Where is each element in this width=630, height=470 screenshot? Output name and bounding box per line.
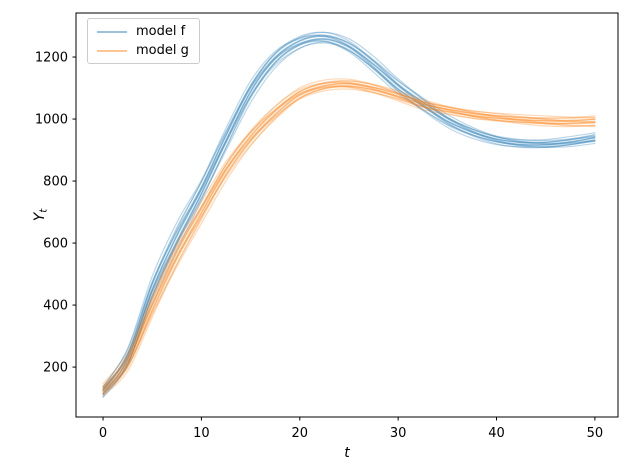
trajectory-line <box>102 82 596 392</box>
trajectory-line <box>102 88 596 397</box>
x-tick-label: 0 <box>99 426 107 441</box>
trajectory-line <box>102 39 596 395</box>
trajectory-line <box>102 83 596 391</box>
trajectory-line <box>102 85 596 395</box>
y-tick-label: 600 <box>43 236 68 251</box>
legend-line-model-g-icon <box>97 49 127 52</box>
trajectory-line <box>102 35 596 391</box>
legend-label-model-f: model f <box>136 24 186 39</box>
legend-line-model-f-icon <box>97 30 127 33</box>
trajectory-line <box>102 85 596 395</box>
y-axis-label: Yt <box>32 208 50 222</box>
trajectory-line <box>102 31 596 388</box>
x-tick-label: 10 <box>193 426 210 441</box>
y-tick-label: 1200 <box>35 50 68 65</box>
trajectory-line <box>102 38 596 395</box>
x-tick-label: 30 <box>390 426 407 441</box>
legend-item-model-g: model g <box>97 43 189 58</box>
legend: model f model g <box>87 18 200 64</box>
y-tick-label: 1000 <box>35 112 68 127</box>
y-tick-label: 200 <box>43 361 68 376</box>
trajectory-line <box>102 86 596 395</box>
trajectory-line <box>102 80 596 389</box>
trajectory-line <box>102 34 596 390</box>
trajectory-line <box>102 81 596 388</box>
x-tick-label: 40 <box>488 426 505 441</box>
trajectory-line <box>102 40 596 396</box>
trajectory-line <box>102 34 596 391</box>
x-tick-label: 50 <box>587 426 604 441</box>
trajectory-line <box>102 85 596 393</box>
plot-area-border <box>75 12 619 418</box>
trajectory-line <box>102 35 596 392</box>
legend-item-model-f: model f <box>97 24 189 39</box>
y-tick-label: 800 <box>43 174 68 189</box>
trajectory-line <box>102 34 596 390</box>
trajectory-line <box>102 42 596 398</box>
x-axis-label: t <box>344 445 350 461</box>
trajectory-line <box>102 81 596 387</box>
x-tick-label: 20 <box>292 426 309 441</box>
series-model-f <box>102 31 596 398</box>
legend-label-model-g: model g <box>136 43 189 58</box>
trajectory-line <box>102 41 596 398</box>
y-tick-label: 400 <box>43 298 68 313</box>
trajectory-line <box>102 31 596 388</box>
trajectory-line <box>102 78 596 385</box>
series-model-g <box>102 78 596 397</box>
trajectory-line <box>102 38 596 394</box>
trajectory-line <box>102 82 596 391</box>
trajectory-line <box>102 79 596 388</box>
trajectory-line <box>102 85 596 392</box>
trajectory-line <box>102 37 596 394</box>
